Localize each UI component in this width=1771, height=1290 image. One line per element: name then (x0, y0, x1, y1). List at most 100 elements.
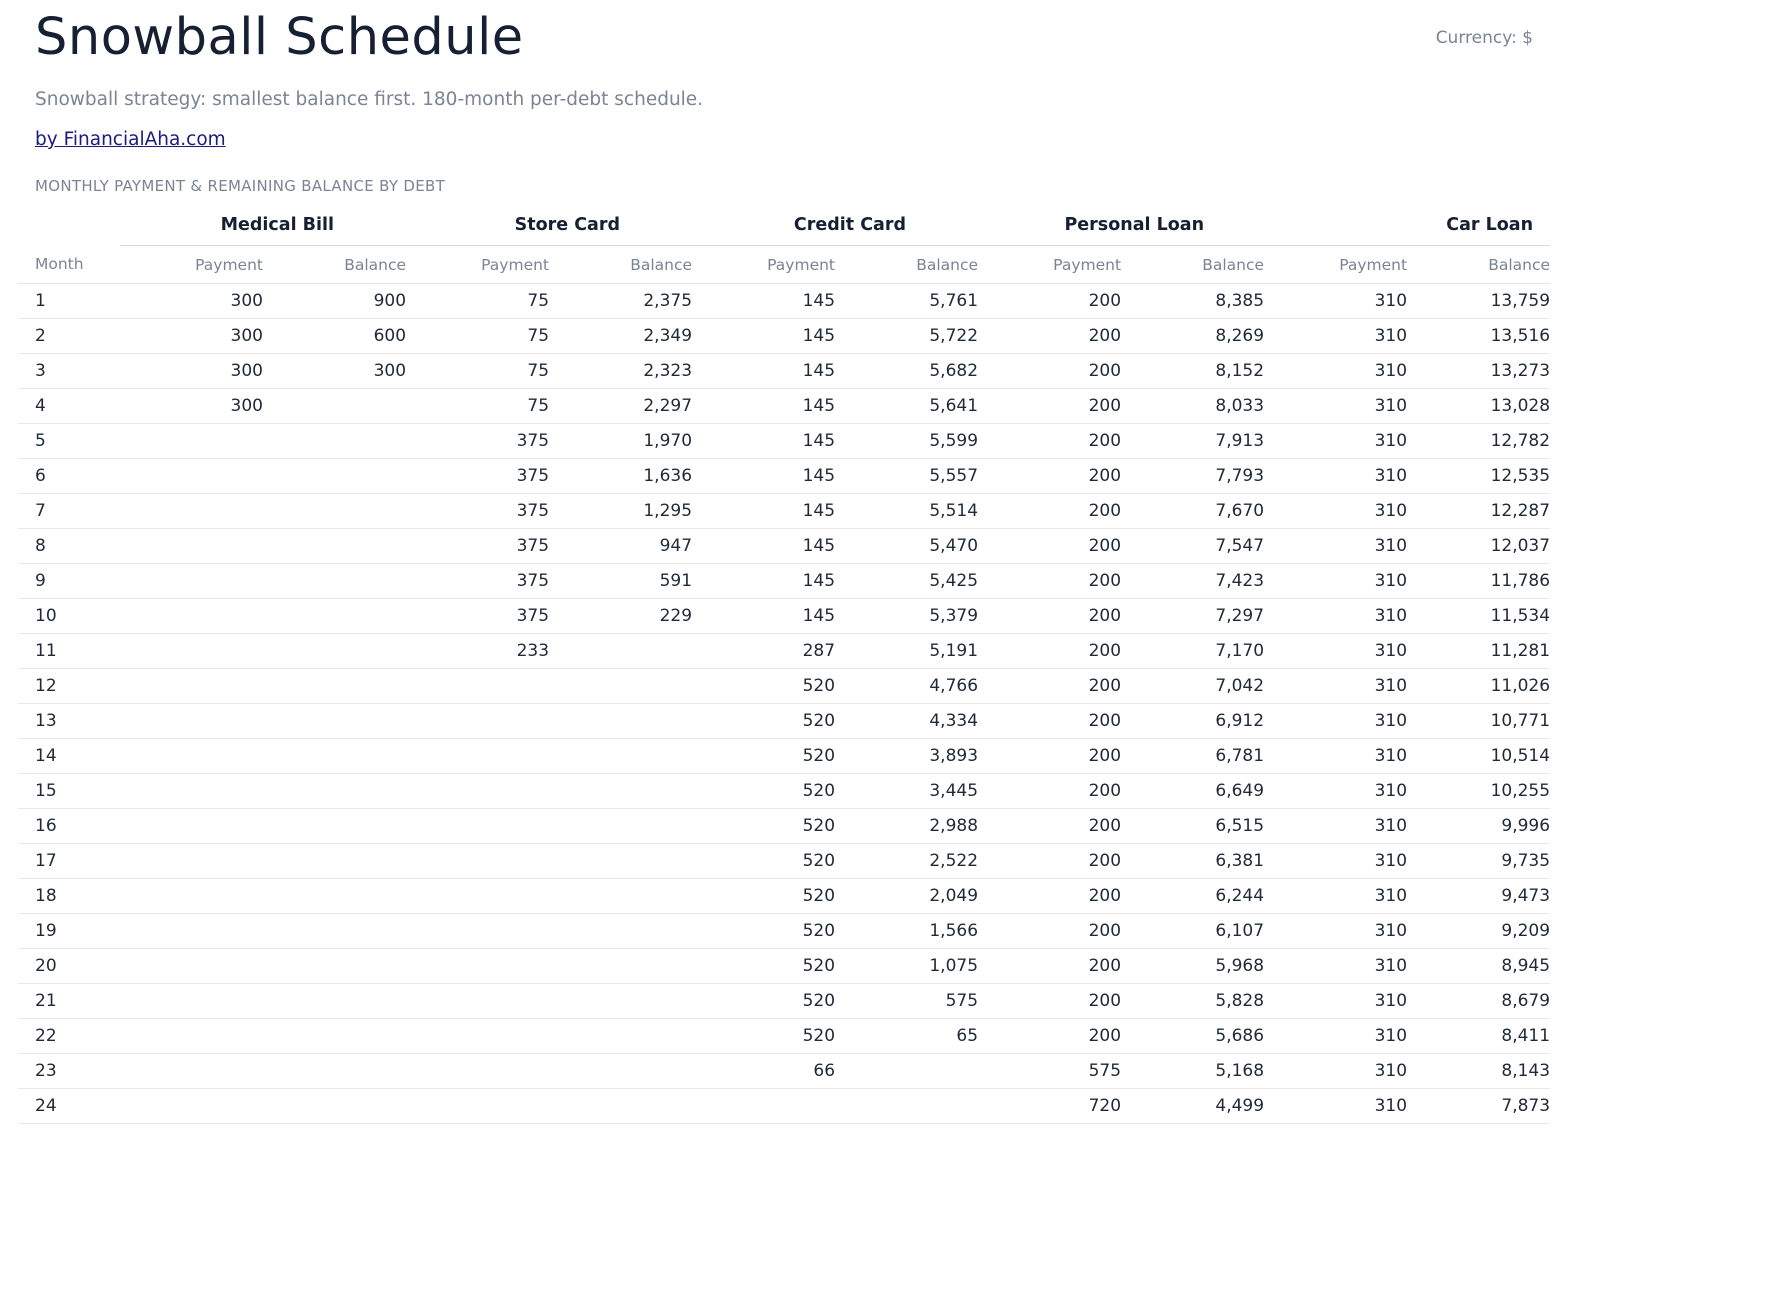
balance-cell (549, 738, 693, 774)
month-cell: 4 (18, 388, 120, 424)
table-row: 5 375 1,970 145 5,599 200 7,913 310 12,782 (18, 423, 1551, 459)
payment-cell (120, 738, 263, 774)
table-row: 10 375 229 145 5,379 200 7,297 310 11,534 (18, 598, 1551, 634)
month-cell: 21 (18, 983, 120, 1019)
payment-cell: 200 (978, 1018, 1122, 1054)
balance-cell: 900 (263, 283, 407, 319)
payment-cell (120, 948, 263, 984)
payment-cell: 145 (692, 458, 836, 494)
balance-cell: 1,636 (549, 458, 693, 494)
payment-cell: 310 (1264, 703, 1408, 739)
payment-cell: 200 (978, 983, 1122, 1019)
balance-cell (549, 703, 693, 739)
balance-cell (263, 1088, 407, 1124)
payment-cell: 310 (1264, 563, 1408, 599)
balance-column-header: Balance (263, 245, 407, 284)
balance-cell (263, 878, 407, 914)
balance-cell: 12,287 (1407, 493, 1551, 529)
payment-cell: 75 (406, 388, 550, 424)
payment-cell: 310 (1264, 948, 1408, 984)
balance-cell (549, 668, 693, 704)
balance-cell: 1,295 (549, 493, 693, 529)
payment-cell: 520 (692, 983, 836, 1019)
payment-cell (120, 773, 263, 809)
balance-cell: 1,970 (549, 423, 693, 459)
balance-cell: 300 (263, 353, 407, 389)
debt-header-credit-card: Credit Card (692, 205, 979, 246)
month-cell: 17 (18, 843, 120, 879)
balance-cell: 10,255 (1407, 773, 1551, 809)
table-row: 23 66 575 5,168 310 8,143 (18, 1053, 1551, 1089)
payment-cell (120, 878, 263, 914)
payment-cell: 200 (978, 528, 1122, 564)
debt-name: Credit Card (793, 215, 907, 235)
balance-cell (549, 1053, 693, 1089)
balance-cell: 7,793 (1121, 458, 1265, 494)
balance-cell: 3,893 (835, 738, 979, 774)
payment-cell: 145 (692, 598, 836, 634)
table-row: 12 520 4,766 200 7,042 310 11,026 (18, 668, 1551, 704)
payment-cell: 310 (1264, 913, 1408, 949)
byline-link[interactable]: by FinancialAha.com (35, 129, 226, 150)
balance-cell: 13,028 (1407, 388, 1551, 424)
payment-cell (120, 808, 263, 844)
payment-cell (406, 843, 550, 879)
balance-cell: 8,143 (1407, 1053, 1551, 1089)
payment-cell: 145 (692, 388, 836, 424)
balance-cell: 2,522 (835, 843, 979, 879)
debt-name: Store Card (514, 215, 621, 235)
month-cell: 14 (18, 738, 120, 774)
schedule-table-container: Medical Bill Store Card Credit Card Pers… (18, 205, 1551, 1124)
balance-cell: 600 (263, 318, 407, 354)
balance-cell: 2,297 (549, 388, 693, 424)
balance-cell: 7,547 (1121, 528, 1265, 564)
payment-cell (406, 668, 550, 704)
balance-cell: 6,912 (1121, 703, 1265, 739)
payment-cell: 200 (978, 738, 1122, 774)
balance-cell: 8,385 (1121, 283, 1265, 319)
balance-cell: 6,781 (1121, 738, 1265, 774)
payment-cell: 310 (1264, 843, 1408, 879)
table-row: 24 720 4,499 310 7,873 (18, 1088, 1551, 1124)
balance-cell: 10,514 (1407, 738, 1551, 774)
payment-cell (120, 843, 263, 879)
balance-cell: 7,170 (1121, 633, 1265, 669)
payment-cell: 75 (406, 283, 550, 319)
payment-cell: 200 (978, 318, 1122, 354)
balance-cell: 2,049 (835, 878, 979, 914)
month-cell: 23 (18, 1053, 120, 1089)
balance-cell: 7,297 (1121, 598, 1265, 634)
balance-cell: 5,379 (835, 598, 979, 634)
balance-cell: 5,168 (1121, 1053, 1265, 1089)
payment-cell: 520 (692, 668, 836, 704)
balance-cell: 5,425 (835, 563, 979, 599)
table-row: 18 520 2,049 200 6,244 310 9,473 (18, 878, 1551, 914)
balance-cell (549, 913, 693, 949)
month-cell: 3 (18, 353, 120, 389)
payment-cell (406, 878, 550, 914)
payment-cell: 720 (978, 1088, 1122, 1124)
payment-cell: 375 (406, 423, 550, 459)
balance-cell: 7,873 (1407, 1088, 1551, 1124)
balance-cell: 1,075 (835, 948, 979, 984)
balance-cell: 5,470 (835, 528, 979, 564)
payment-cell: 233 (406, 633, 550, 669)
payment-cell: 200 (978, 913, 1122, 949)
payment-cell: 310 (1264, 528, 1408, 564)
month-cell: 18 (18, 878, 120, 914)
payment-cell: 300 (120, 353, 263, 389)
balance-cell: 65 (835, 1018, 979, 1054)
payment-cell: 310 (1264, 1088, 1408, 1124)
balance-cell (263, 948, 407, 984)
table-row: 21 520 575 200 5,828 310 8,679 (18, 983, 1551, 1019)
balance-cell: 13,516 (1407, 318, 1551, 354)
balance-cell: 3,445 (835, 773, 979, 809)
payment-column-header: Payment (406, 245, 550, 284)
section-label: MONTHLY PAYMENT & REMAINING BALANCE BY D… (35, 177, 446, 195)
payment-cell: 375 (406, 563, 550, 599)
balance-cell: 5,641 (835, 388, 979, 424)
page-title: Snowball Schedule (35, 8, 524, 67)
debt-name: Car Loan (1446, 215, 1534, 235)
balance-cell: 9,473 (1407, 878, 1551, 914)
balance-column-header: Balance (1407, 245, 1551, 284)
